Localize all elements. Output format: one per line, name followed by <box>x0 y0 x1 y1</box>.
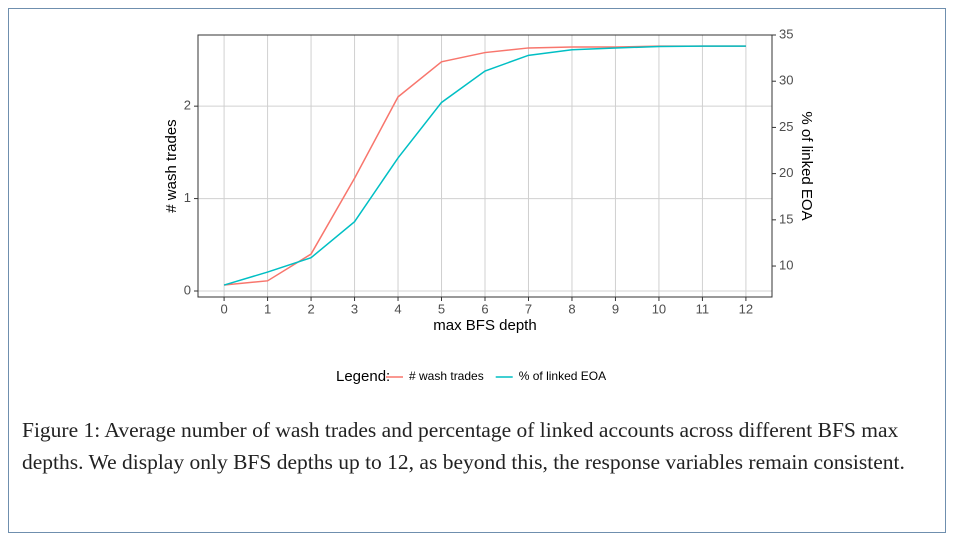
x-tick-label: 2 <box>307 301 314 316</box>
x-tick-label: 4 <box>394 301 401 316</box>
x-tick-label: 3 <box>351 301 358 316</box>
x-tick-label: 10 <box>652 301 666 316</box>
y2-tick-label: 15 <box>779 211 793 226</box>
figure-frame <box>8 8 946 533</box>
y-tick-label: 0 <box>184 282 191 297</box>
x-axis-title: max BFS depth <box>433 317 536 334</box>
legend-label: % of linked EOA <box>519 369 606 383</box>
legend-label: # wash trades <box>409 369 484 383</box>
x-tick-label: 1 <box>264 301 271 316</box>
line-series <box>223 45 746 286</box>
y2-tick-label: 35 <box>779 26 793 41</box>
y-tick-label: 2 <box>184 98 191 113</box>
y2-tick-label: 30 <box>779 73 793 88</box>
x-tick-label: 7 <box>525 301 532 316</box>
y2-tick-label: 20 <box>779 165 793 180</box>
x-tick-label: 8 <box>568 301 575 316</box>
y-tick-label: 1 <box>184 190 191 205</box>
x-tick-label: 9 <box>612 301 619 316</box>
y2-tick-label: 25 <box>779 119 793 134</box>
x-tick-label: 5 <box>438 301 445 316</box>
y2-axis-title: % of linked EOA <box>798 111 815 220</box>
x-tick-label: 12 <box>739 301 753 316</box>
x-tick-label: 11 <box>696 301 710 316</box>
y-axis-title: # wash trades <box>163 119 180 212</box>
legend-title: Legend: <box>336 368 390 385</box>
x-tick-label: 6 <box>481 301 488 316</box>
caption: Figure 1: Average number of wash trades … <box>22 418 905 474</box>
x-tick-label: 0 <box>220 301 227 316</box>
y2-tick-label: 10 <box>779 257 793 272</box>
plot-border <box>197 34 773 298</box>
